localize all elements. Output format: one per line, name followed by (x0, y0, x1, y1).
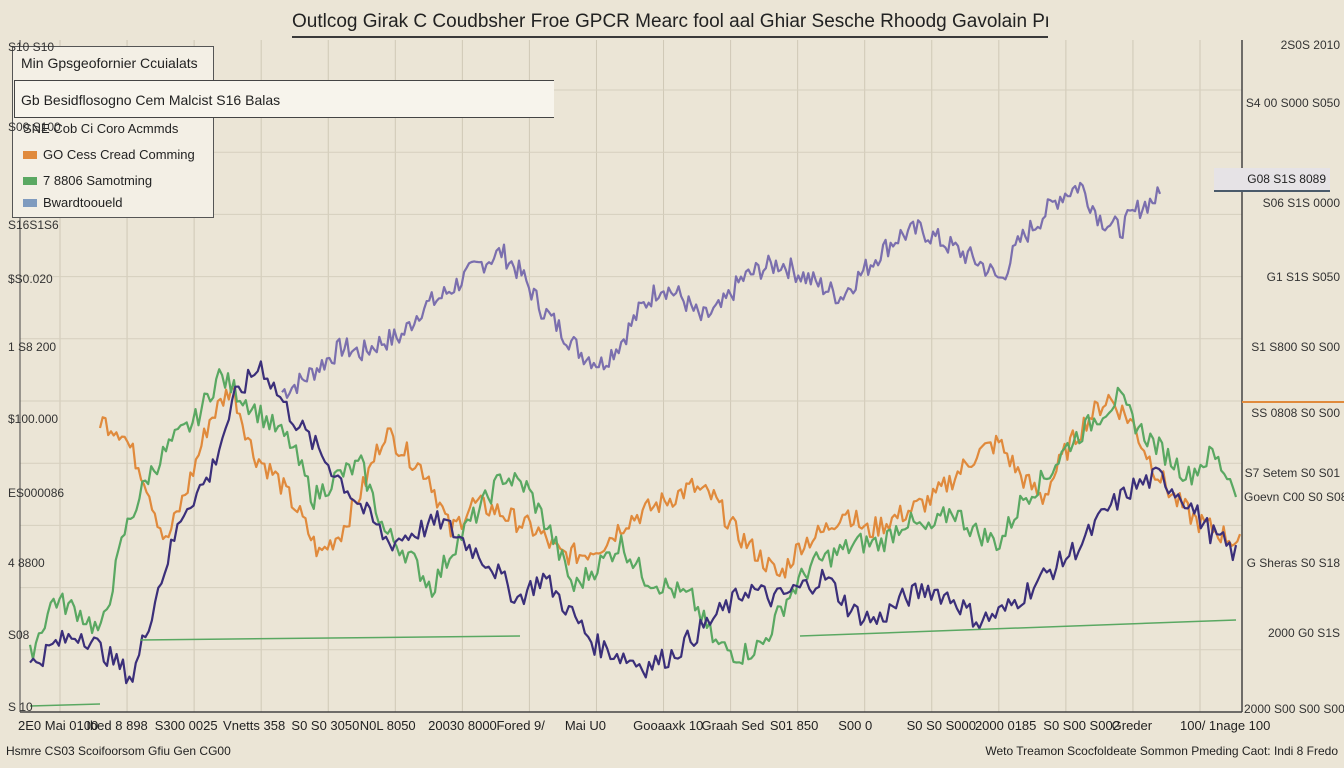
legend-item-4: Bwardtooueld (23, 195, 123, 210)
x-tick-label: Vnetts 358 (223, 718, 286, 733)
series-line-1 (281, 181, 1162, 399)
legend-label-1: SNE Cob Ci Coro Acmmds (23, 121, 179, 136)
y-right-tick-label: G Sheras S0 S18 (1246, 556, 1340, 570)
legend-swatch-2 (23, 150, 37, 159)
x-tick-label: S00 0 (838, 718, 873, 733)
x-tick-label: 20030 8000 (428, 718, 497, 733)
legend-swatch-3 (23, 176, 37, 185)
y-left-tick-label: S08 (8, 628, 30, 642)
legend-title: Min Gpsgeofornier Ccuialats (21, 55, 198, 71)
x-tick-label: N0L 8050 (359, 718, 416, 733)
chart-series (28, 181, 1344, 707)
x-tick-label: Fored 9/ (496, 718, 545, 733)
legend-label-2: GO Cess Cread Comming (43, 147, 195, 162)
footer-source-left: Hsmre CS03 Scoifoorsom Gfiu Gen CG00 (6, 744, 231, 758)
legend-item-2: GO Cess Cread Comming (23, 147, 195, 162)
y-left-tick-label: ES000086 (8, 486, 65, 500)
footer-source-right: Weto Treamon Scocfoldeate Sommon Pmeding… (985, 744, 1338, 758)
annotation-callout: Gb Besidflosogno Cem Malcist S16 Balas (14, 80, 554, 118)
y-right-tick-label: S06 S1S 0000 (1262, 196, 1340, 210)
series-line-3 (28, 368, 1238, 665)
legend-label-4: Bwardtooueld (43, 195, 123, 210)
chart-title: Outlcog Girak C Coudbsher Froe GPCR Mear… (292, 8, 1048, 38)
legend-swatch-4 (23, 198, 37, 207)
x-tick-label: Mai U0 (564, 718, 606, 733)
y-left-tick-label: $S0.020 (8, 272, 53, 286)
y-left-tick-label: S10 S10 (8, 40, 55, 54)
x-tick-label: S01 850 (769, 718, 819, 733)
x-tick-label: Graah Sed (701, 718, 765, 733)
y-right-tick-label: 2S0S 2010 (1280, 38, 1340, 52)
legend-box: Min Gpsgeofornier Ccuialats SNE Cob Ci C… (12, 46, 214, 218)
y-left-tick-label: S16S1S6 (8, 218, 59, 232)
x-tick-label: S0 S0 3050 (291, 718, 360, 733)
x-tick-label: 100/ 1nage 100 (1180, 718, 1271, 733)
legend-item-3: 7 8806 Samotming (23, 173, 152, 188)
y-left-tick-label: $100.000 (8, 412, 59, 426)
y-right-tick-label: S1 S800 S0 S00 (1251, 340, 1340, 354)
y-right-tick-label: 2000 S00 S00 S00 (1244, 702, 1344, 716)
legend-item-1: SNE Cob Ci Coro Acmmds (23, 121, 178, 136)
x-tick-label: Ibed 8 898 (86, 718, 148, 733)
y-left-tick-label: 1 S8 200 (8, 340, 57, 354)
x-tick-label: S300 0025 (154, 718, 218, 733)
y-left-tick-label: 4 8800 (8, 556, 45, 570)
x-tick-label: 2000 0185 (974, 718, 1037, 733)
x-tick-label: Gooaaxk 10 (633, 718, 704, 733)
y-right-tick-label: S7 Setem S0 S01 (1244, 466, 1340, 480)
y-left-tick-label: S 10 (8, 700, 33, 714)
x-tick-label: 2E0 Mai 0100 (18, 718, 99, 733)
y-left-tick-label: S00 S100 (8, 120, 61, 134)
x-tick-label: S0 S00 S002 (1043, 718, 1120, 733)
value-badge: G08 S1S 8089 (1214, 168, 1330, 192)
y-right-tick-label: S4 00 S000 S050 (1245, 96, 1340, 110)
y-right-tick-label: SS 0808 S0 S00 (1251, 406, 1340, 420)
baseline-green-left (139, 635, 521, 641)
y-right-tick-label: 2000 G0 S1S (1267, 626, 1340, 640)
y-right-tick-label: Goevn C00 S0 S08 (1244, 490, 1344, 504)
legend-label-3: 7 8806 Samotming (43, 173, 153, 188)
series-line-4 (29, 360, 1238, 685)
y-right-tick-label: G1 S1S S050 (1266, 270, 1340, 284)
x-tick-label: S0 S0 S000 (906, 718, 976, 733)
baseline-green-start (29, 703, 101, 707)
x-tick-label: Greder (1111, 718, 1153, 733)
series-line-2 (98, 386, 1242, 579)
baseline-green-right (799, 619, 1237, 637)
